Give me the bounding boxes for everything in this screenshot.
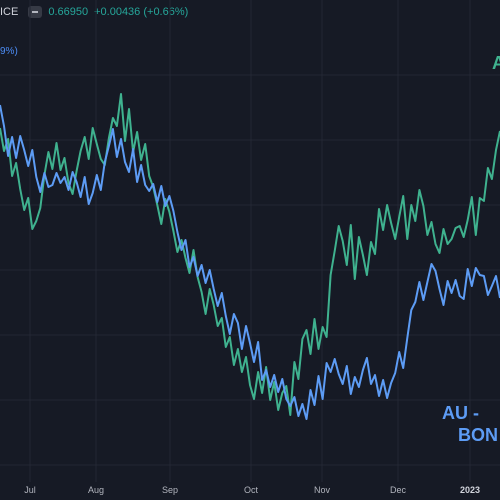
x-tick-label: Jul: [24, 485, 36, 495]
legend-price: 0.66950: [48, 6, 89, 18]
blue-series-label-line2: BON: [458, 425, 498, 445]
legend-symbol[interactable]: ICE: [0, 6, 19, 18]
x-tick-label: Aug: [87, 485, 105, 495]
grid-lines: [0, 0, 500, 482]
x-tick-label: Nov: [313, 485, 331, 495]
legend-secondary: 9%): [0, 46, 18, 57]
series-layer: [0, 93, 500, 420]
x-tick-label: Dec: [389, 485, 407, 495]
x-axis[interactable]: Jul Aug Sep Oct Nov Dec 2023: [0, 482, 500, 500]
x-tick-label: 2023: [459, 485, 481, 495]
green-series-line: [0, 93, 500, 416]
legend-row: ICE 0.66950 +0.00436 (+0.66%): [0, 4, 188, 20]
x-tick-label: Sep: [161, 485, 179, 495]
x-tick-label: Oct: [243, 485, 259, 495]
green-series-label: A: [492, 53, 500, 73]
chart-plot-area[interactable]: [0, 0, 500, 482]
legend-change: +0.00436 (+0.66%): [94, 6, 189, 18]
legend-hide-icon[interactable]: [28, 6, 43, 18]
blue-series-line: [0, 104, 500, 420]
blue-series-label: AU - BON: [442, 402, 500, 446]
blue-series-label-line1: AU -: [442, 403, 479, 423]
